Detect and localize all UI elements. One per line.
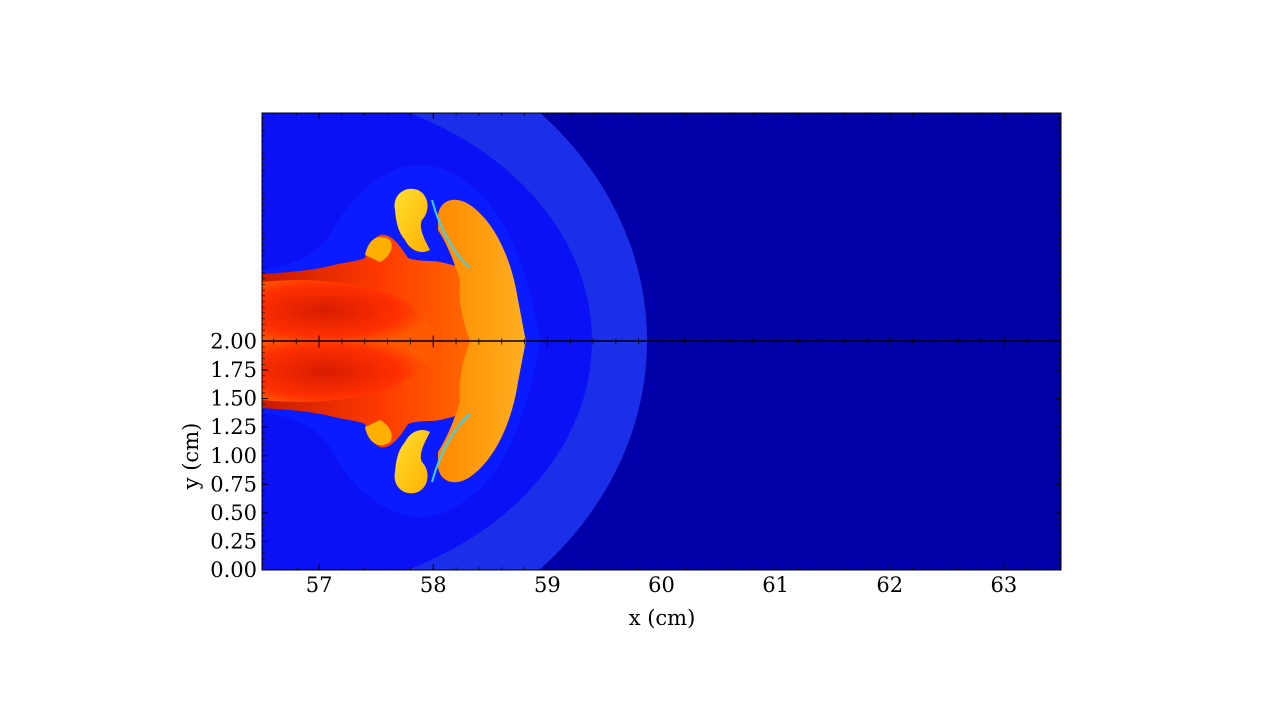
yellow-lobe-top xyxy=(394,188,430,252)
x-tick-label: 57 xyxy=(306,573,333,597)
jet-core-top xyxy=(262,280,440,341)
x-tick-label: 62 xyxy=(876,573,903,597)
x-axis-label: x (cm) xyxy=(629,606,696,630)
y-axis-label: y (cm) xyxy=(179,423,203,491)
right-lobe-bottom xyxy=(438,341,526,483)
yellow-lobe-bottom xyxy=(394,430,430,494)
y-tick-label: 0.50 xyxy=(210,501,257,525)
rim-bottom xyxy=(431,413,471,483)
yellow-finger-top xyxy=(365,236,392,262)
y-tick-label: 1.25 xyxy=(210,415,257,439)
x-tick-label: 58 xyxy=(420,573,447,597)
yellow-finger-bottom xyxy=(365,420,392,446)
axis-ticks xyxy=(262,112,1061,571)
y-tick-label: 0.75 xyxy=(210,472,257,496)
y-tick-label: 0.00 xyxy=(210,558,257,582)
y-tick-label: 0.25 xyxy=(210,529,257,553)
y-tick-label: 2.00 xyxy=(210,330,257,354)
x-tick-label: 60 xyxy=(648,573,675,597)
heatmap-field xyxy=(262,113,1061,570)
y-tick-label: 1.00 xyxy=(210,444,257,468)
x-tick-label: 61 xyxy=(762,573,789,597)
x-tick-labels: 57 58 59 60 61 62 63 xyxy=(306,573,1018,597)
rim-top xyxy=(431,199,471,269)
y-tick-label: 1.75 xyxy=(210,358,257,382)
x-tick-label: 63 xyxy=(991,573,1018,597)
x-tick-label: 59 xyxy=(534,573,561,597)
jet-core-bottom xyxy=(262,341,440,402)
right-lobe-top xyxy=(438,199,526,341)
y-tick-label: 1.50 xyxy=(210,387,257,411)
y-tick-labels: 0.00 0.25 0.50 0.75 1.00 1.25 1.50 1.75 2.00 xyxy=(210,330,257,583)
